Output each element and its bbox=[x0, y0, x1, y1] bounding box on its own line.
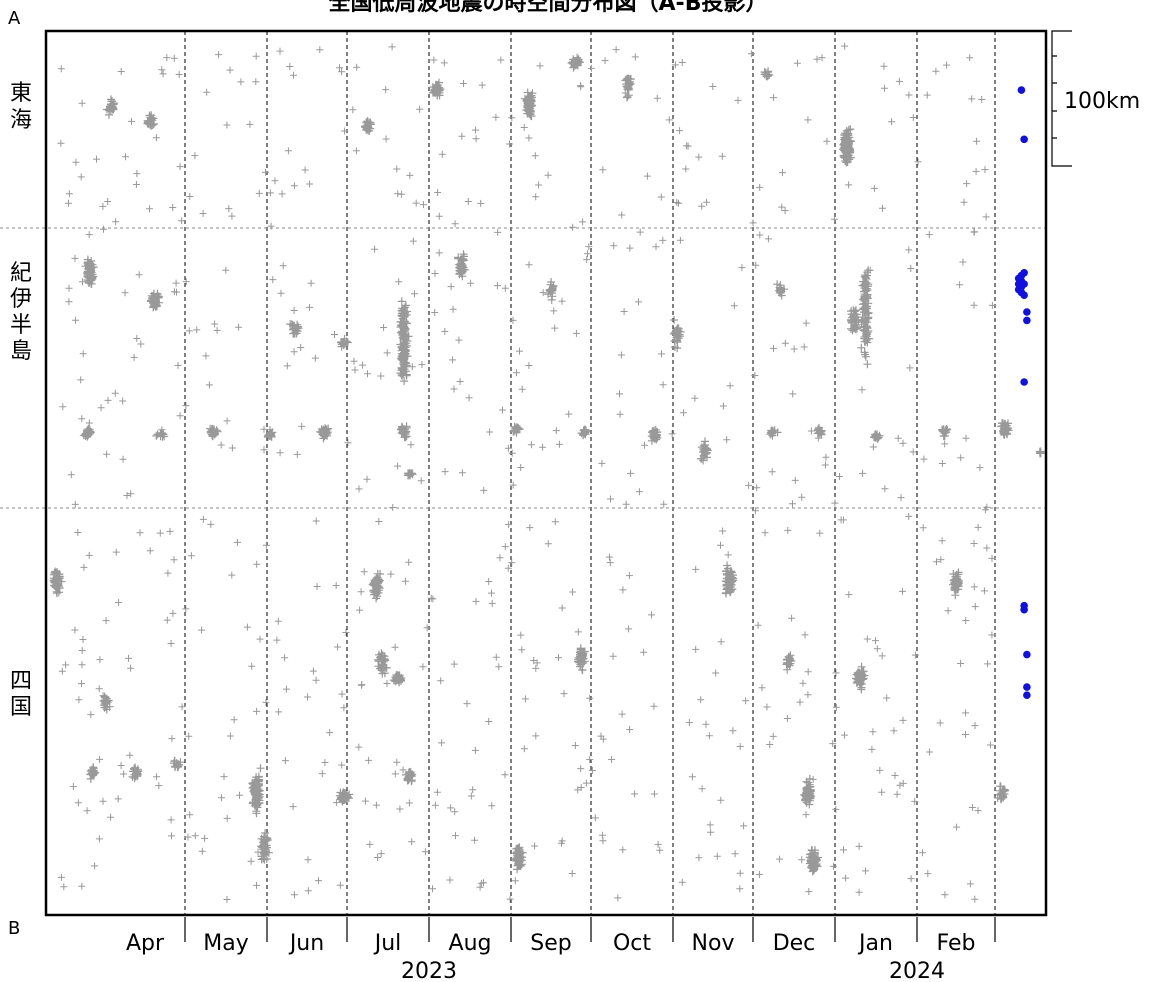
recent-event-point bbox=[1023, 650, 1031, 659]
scale-bracket bbox=[1051, 30, 1072, 167]
recent-event-point bbox=[1020, 605, 1028, 614]
recent-event-point bbox=[1017, 86, 1026, 94]
recent-event-point bbox=[1023, 683, 1031, 691]
recent-event-point bbox=[1020, 135, 1028, 144]
recent-event-point bbox=[1020, 280, 1028, 288]
month-label: Jan bbox=[857, 931, 893, 956]
month-label: May bbox=[203, 931, 248, 956]
region-label: 四 bbox=[10, 669, 32, 694]
region-label: 伊 bbox=[10, 287, 32, 312]
cluster-events bbox=[49, 53, 1045, 876]
grid-layer bbox=[0, 31, 1046, 915]
corner-label-a: A bbox=[8, 8, 21, 29]
chart-title: 全国低周波地震の時空間分布図（A-B投影） bbox=[328, 0, 768, 16]
recent-event-point bbox=[1020, 269, 1028, 277]
scattered-events bbox=[57, 42, 996, 903]
month-label: Jun bbox=[288, 931, 324, 956]
plot-frame bbox=[44, 29, 1048, 917]
month-label: Feb bbox=[937, 931, 976, 956]
recent-event-point bbox=[1023, 308, 1031, 316]
scale-bar: 100km bbox=[1051, 30, 1140, 167]
month-label: Jul bbox=[373, 931, 402, 956]
region-label: 海 bbox=[10, 108, 32, 133]
region-label: 紀 bbox=[10, 261, 32, 286]
month-label: Nov bbox=[692, 931, 735, 956]
recent-event-point bbox=[1020, 291, 1028, 300]
recent-event-point bbox=[1020, 378, 1028, 386]
scale-label: 100km bbox=[1064, 89, 1140, 114]
recent-event-point bbox=[1023, 691, 1031, 700]
region-label: 国 bbox=[10, 695, 32, 720]
region-label: 半 bbox=[10, 313, 32, 338]
events-layer bbox=[49, 42, 1045, 903]
corner-label-b: B bbox=[8, 918, 20, 939]
month-label: Aug bbox=[449, 931, 492, 956]
region-label: 島 bbox=[10, 339, 32, 364]
recent-event-point bbox=[1023, 316, 1031, 325]
month-label: Dec bbox=[773, 931, 816, 956]
year-label: 2023 bbox=[401, 959, 457, 982]
x-axis: Apr May Jun Jul Aug Sep Oct Nov Dec Jan Feb 2023 202… bbox=[126, 917, 996, 982]
region-label: 東 bbox=[10, 81, 32, 106]
month-label: Oct bbox=[613, 931, 651, 956]
month-label: Apr bbox=[126, 931, 165, 956]
year-label: 2024 bbox=[889, 959, 945, 982]
month-label: Sep bbox=[530, 931, 571, 956]
recent-events-layer bbox=[1014, 86, 1031, 700]
